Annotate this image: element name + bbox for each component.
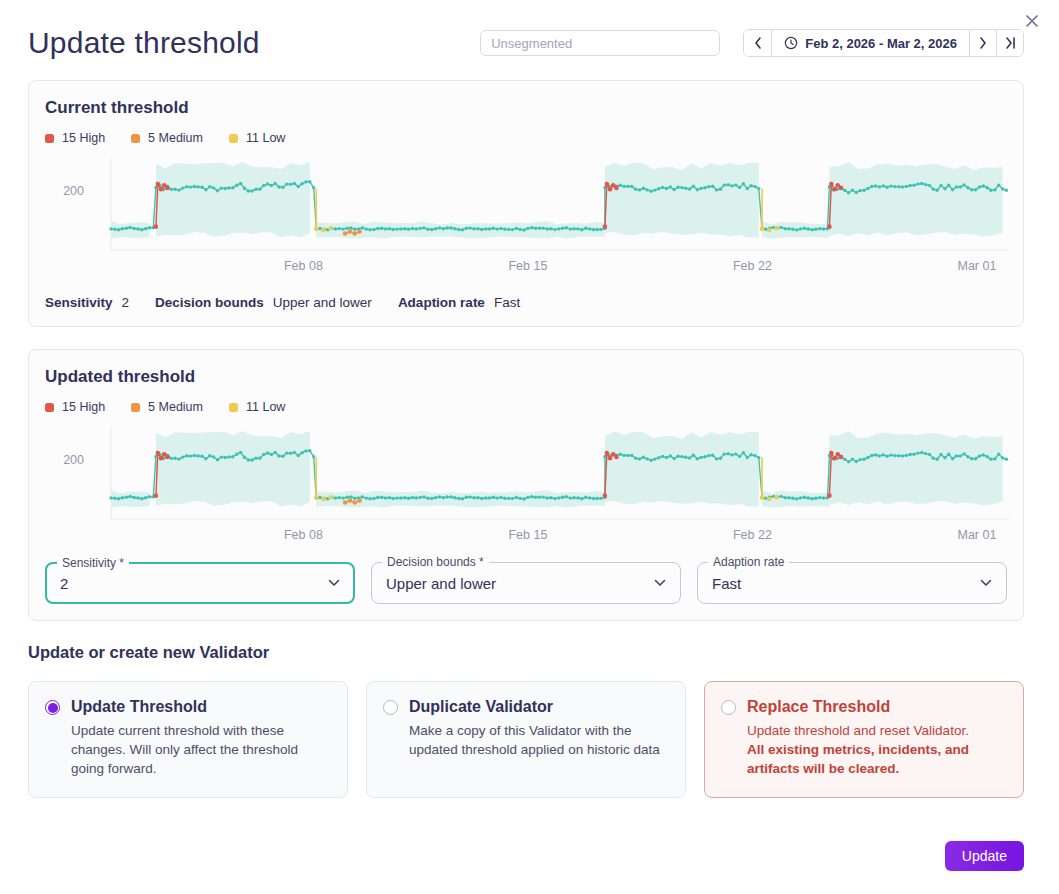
legend-swatch bbox=[45, 134, 54, 143]
validator-options: Update Threshold Update current threshol… bbox=[28, 681, 1024, 798]
legend-swatch bbox=[131, 403, 140, 412]
sensitivity-select[interactable]: Sensitivity * 2 bbox=[45, 562, 355, 604]
svg-text:200: 200 bbox=[63, 184, 84, 198]
clock-icon bbox=[784, 36, 798, 50]
page-title: Update threshold bbox=[28, 26, 260, 60]
option-replace-threshold[interactable]: Replace Threshold Update threshold and r… bbox=[704, 681, 1024, 798]
stat-adaption-rate: Adaption rate Fast bbox=[398, 295, 520, 310]
radio-update-threshold[interactable] bbox=[45, 700, 60, 715]
svg-text:Feb 15: Feb 15 bbox=[508, 528, 547, 542]
chevron-bar-right-icon bbox=[1005, 37, 1016, 49]
option-title: Update Threshold bbox=[71, 697, 331, 717]
date-prev-button[interactable] bbox=[744, 30, 771, 56]
svg-text:Feb 22: Feb 22 bbox=[733, 528, 772, 542]
svg-text:Feb 08: Feb 08 bbox=[284, 528, 323, 542]
updated-threshold-chart: 200 Feb 08 Feb 15 Feb 22 Mar 01 bbox=[45, 427, 1007, 549]
dialog-footer: Update bbox=[28, 841, 1024, 871]
update-button[interactable]: Update bbox=[945, 841, 1024, 871]
date-latest-button[interactable] bbox=[996, 30, 1023, 56]
option-duplicate-validator[interactable]: Duplicate Validator Make a copy of this … bbox=[366, 681, 686, 798]
legend-item: 11 Low bbox=[229, 400, 285, 414]
dialog-header: Update threshold Feb 2, 2026 - Mar 2, 20… bbox=[28, 26, 1024, 60]
svg-text:200: 200 bbox=[63, 453, 84, 467]
svg-text:Mar 01: Mar 01 bbox=[957, 528, 996, 542]
updated-threshold-title: Updated threshold bbox=[45, 366, 1007, 388]
decision-bounds-select[interactable]: Decision bounds * Upper and lower bbox=[371, 562, 681, 604]
svg-text:Feb 22: Feb 22 bbox=[733, 259, 772, 273]
update-threshold-dialog: Update threshold Feb 2, 2026 - Mar 2, 20… bbox=[0, 0, 1059, 894]
option-title: Replace Threshold bbox=[747, 697, 1007, 717]
current-threshold-title: Current threshold bbox=[45, 97, 1007, 119]
radio-duplicate-validator[interactable] bbox=[383, 700, 398, 715]
date-range-display[interactable]: Feb 2, 2026 - Mar 2, 2026 bbox=[771, 30, 969, 56]
threshold-settings-fields: Sensitivity * 2 Decision bounds * Upper … bbox=[45, 562, 1007, 604]
option-description: Update threshold and reset Validator.All… bbox=[747, 721, 1007, 778]
legend-item: 5 Medium bbox=[131, 131, 203, 145]
close-icon[interactable] bbox=[1021, 10, 1043, 32]
legend-swatch bbox=[131, 134, 140, 143]
threshold-legend: 15 High 5 Medium 11 Low bbox=[45, 400, 1007, 414]
date-next-button[interactable] bbox=[969, 30, 996, 56]
segment-input[interactable] bbox=[480, 30, 720, 56]
option-warning-text: All existing metrics, incidents, and art… bbox=[747, 740, 1007, 778]
legend-swatch bbox=[229, 403, 238, 412]
chevron-right-icon bbox=[979, 37, 987, 49]
updated-threshold-card: Updated threshold 15 High5 Medium11 Low … bbox=[28, 349, 1024, 621]
stat-decision-bounds: Decision bounds Upper and lower bbox=[155, 295, 372, 310]
legend-label: 11 Low bbox=[246, 400, 285, 414]
svg-text:Feb 15: Feb 15 bbox=[508, 259, 547, 273]
svg-text:Feb 08: Feb 08 bbox=[284, 259, 323, 273]
legend-label: 15 High bbox=[62, 131, 105, 145]
stat-sensitivity: Sensitivity 2 bbox=[45, 295, 129, 310]
legend-item: 15 High bbox=[45, 400, 105, 414]
legend-item: 11 Low bbox=[229, 131, 285, 145]
date-range-text: Feb 2, 2026 - Mar 2, 2026 bbox=[805, 36, 957, 51]
current-threshold-card: Current threshold 15 High5 Medium11 Low … bbox=[28, 80, 1024, 327]
legend-item: 15 High bbox=[45, 131, 105, 145]
date-range-picker: Feb 2, 2026 - Mar 2, 2026 bbox=[743, 29, 1024, 57]
radio-replace-threshold[interactable] bbox=[721, 700, 736, 715]
adaption-rate-select[interactable]: Adaption rate Fast bbox=[697, 562, 1007, 604]
legend-swatch bbox=[229, 134, 238, 143]
legend-label: 15 High bbox=[62, 400, 105, 414]
current-threshold-chart: 200 Feb 08 Feb 15 Feb 22 Mar 01 bbox=[45, 158, 1007, 280]
option-title: Duplicate Validator bbox=[409, 697, 669, 717]
header-controls: Feb 2, 2026 - Mar 2, 2026 bbox=[480, 29, 1024, 57]
legend-swatch bbox=[45, 403, 54, 412]
validator-section-title: Update or create new Validator bbox=[28, 643, 1024, 662]
legend-label: 5 Medium bbox=[148, 131, 203, 145]
chevron-down-icon bbox=[654, 579, 666, 587]
current-settings-row: Sensitivity 2 Decision bounds Upper and … bbox=[45, 295, 1007, 310]
chevron-down-icon bbox=[328, 579, 340, 587]
legend-label: 5 Medium bbox=[148, 400, 203, 414]
option-description: Update current threshold with these chan… bbox=[71, 721, 331, 778]
legend-label: 11 Low bbox=[246, 131, 285, 145]
svg-text:Mar 01: Mar 01 bbox=[957, 259, 996, 273]
chevron-left-icon bbox=[754, 37, 762, 49]
option-update-threshold[interactable]: Update Threshold Update current threshol… bbox=[28, 681, 348, 798]
threshold-legend: 15 High 5 Medium 11 Low bbox=[45, 131, 1007, 145]
chevron-down-icon bbox=[980, 579, 992, 587]
option-description: Make a copy of this Validator with the u… bbox=[409, 721, 669, 759]
legend-item: 5 Medium bbox=[131, 400, 203, 414]
